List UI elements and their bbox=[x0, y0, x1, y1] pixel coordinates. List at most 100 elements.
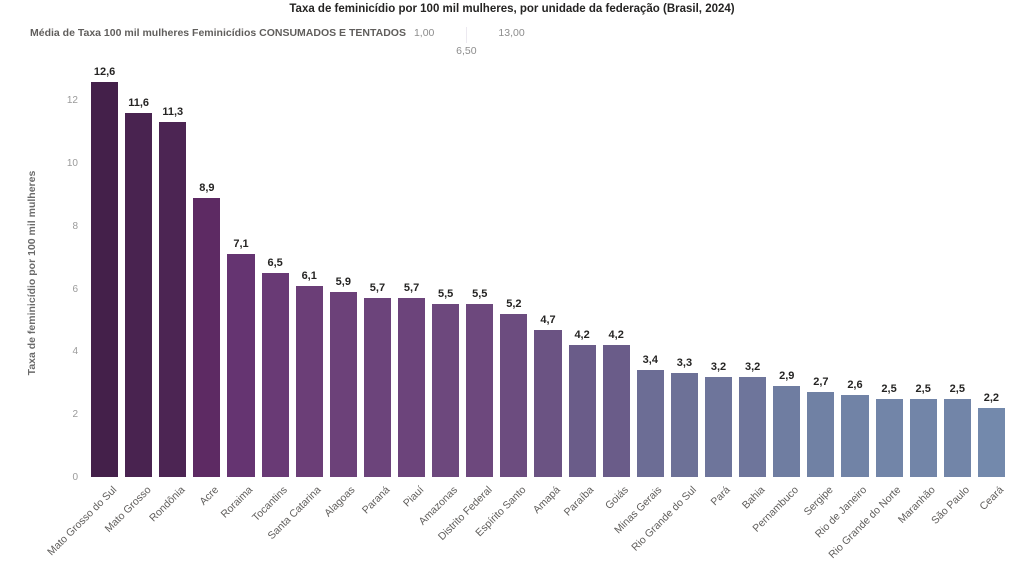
bar[interactable] bbox=[875, 398, 903, 477]
y-axis-tick: 10 bbox=[66, 158, 78, 170]
bar-value-label: 8,9 bbox=[199, 181, 215, 194]
bar-value-label: 6,5 bbox=[267, 257, 283, 269]
bar[interactable] bbox=[432, 304, 460, 477]
bar-slot: 11,3 Rondônia bbox=[147, 69, 187, 524]
legend-title: Média de Taxa 100 mil mulheres Feminicíd… bbox=[30, 27, 406, 39]
bar-slot: 4,7 Amapá bbox=[530, 69, 562, 517]
bar[interactable] bbox=[704, 376, 733, 477]
bar-slot: 5,2 Espírito Santo bbox=[473, 69, 528, 539]
bar-value-label: 3,3 bbox=[676, 357, 693, 370]
y-axis-tick: 12 bbox=[66, 95, 78, 107]
bar[interactable] bbox=[534, 329, 562, 477]
bar-value-label: 2,7 bbox=[813, 376, 829, 389]
bar-slot: 2,7 Sergipe bbox=[801, 69, 835, 518]
x-axis-label: Pará bbox=[708, 484, 734, 509]
x-axis-label: Ceará bbox=[977, 484, 1006, 513]
bar-slot: 3,4 Minas Gerais bbox=[613, 69, 665, 536]
bar[interactable] bbox=[977, 407, 1005, 477]
bar-value-label: 3,2 bbox=[744, 360, 761, 373]
bar-slot: 5,7 Paraná bbox=[359, 69, 391, 516]
bar[interactable] bbox=[91, 81, 119, 477]
bar[interactable] bbox=[397, 298, 426, 477]
bar-value-label: 2,5 bbox=[881, 382, 897, 395]
x-axis-label: Alagoas bbox=[322, 484, 358, 520]
bar[interactable] bbox=[500, 313, 528, 477]
bar[interactable] bbox=[363, 298, 391, 477]
bar-slot: 5,5 Distrito Federal bbox=[435, 69, 494, 542]
bar[interactable] bbox=[261, 273, 289, 477]
y-axis-title: Taxa de feminicídio por 100 mil mulheres bbox=[26, 170, 38, 376]
bar-slot: 8,9 Acre bbox=[193, 69, 221, 508]
bar-value-label: 11,6 bbox=[128, 96, 150, 109]
bar[interactable] bbox=[329, 291, 357, 477]
bar-value-label: 5,7 bbox=[369, 282, 386, 295]
bar-slot: 2,2 Ceará bbox=[977, 69, 1006, 513]
legend-max-value: 13,00 bbox=[498, 27, 525, 39]
bar-slot: 5,9 Alagoas bbox=[322, 69, 357, 519]
x-axis-label: Goiás bbox=[602, 484, 631, 512]
bar[interactable] bbox=[943, 398, 971, 477]
x-axis-label: Amapá bbox=[530, 484, 563, 517]
x-axis-label: Rondônia bbox=[146, 484, 188, 525]
bar-value-label: 12,6 bbox=[93, 65, 116, 78]
y-axis-tick: 4 bbox=[72, 346, 78, 358]
bar-slot: 2,5 Rio Grande do Norte bbox=[827, 69, 904, 561]
bar-value-label: 11,3 bbox=[162, 106, 184, 119]
bar-value-label: 5,2 bbox=[506, 297, 522, 310]
y-axis-tick: 8 bbox=[72, 220, 78, 232]
bar-slot: 3,2 Bahia bbox=[739, 69, 767, 511]
bar-slot: 6,1 Santa Catarina bbox=[266, 69, 324, 542]
bar-value-label: 4,2 bbox=[608, 329, 624, 342]
bar[interactable] bbox=[636, 370, 664, 477]
bar-slot: 3,3 Rio Grande do Sul bbox=[629, 69, 699, 553]
bar-value-label: 2,5 bbox=[915, 382, 931, 395]
color-scale-legend: Média de Taxa 100 mil mulheres Feminicíd… bbox=[30, 26, 525, 57]
bar-slot: 3,2 Pará bbox=[704, 69, 733, 508]
bar[interactable] bbox=[125, 112, 153, 477]
bar[interactable] bbox=[295, 285, 323, 477]
bar-value-label: 5,5 bbox=[438, 288, 454, 301]
bar-value-label: 4,2 bbox=[574, 329, 590, 342]
bar[interactable] bbox=[670, 373, 698, 477]
bar-slot: 4,2 Paraíba bbox=[562, 69, 596, 518]
bar[interactable] bbox=[193, 197, 221, 477]
bar-slot: 12,6 Mato Grosso do Sul bbox=[45, 66, 119, 559]
bar[interactable] bbox=[602, 345, 630, 477]
bar[interactable] bbox=[909, 398, 937, 477]
legend-min-value: 1,00 bbox=[413, 27, 435, 39]
legend-mid-value: 6,50 bbox=[456, 45, 477, 57]
x-axis-label: Bahia bbox=[739, 484, 768, 512]
bar-value-label: 2,5 bbox=[949, 382, 965, 395]
x-axis-label: Acre bbox=[197, 484, 222, 508]
bar[interactable] bbox=[159, 122, 187, 477]
y-axis-tick: 6 bbox=[72, 283, 78, 295]
bar[interactable] bbox=[773, 386, 801, 477]
bar[interactable] bbox=[841, 395, 869, 477]
bar-slot: 2,9 Pernambuco bbox=[751, 69, 802, 535]
bars-container: 12,6 Mato Grosso do Sul 11,6 Mato Grosso 11,… bbox=[45, 66, 1008, 561]
bar-slot: 5,7 Piauí bbox=[397, 69, 426, 509]
gradient-midpoint-tick bbox=[466, 27, 468, 43]
bar[interactable] bbox=[227, 254, 255, 477]
bar-value-label: 2,2 bbox=[983, 391, 1000, 404]
bar-value-label: 5,5 bbox=[472, 288, 488, 301]
bar-slot: 2,6 Rio de Janeiro bbox=[813, 69, 869, 540]
bar[interactable] bbox=[807, 392, 835, 477]
x-axis-label: Paraíba bbox=[562, 484, 597, 519]
bar-value-label: 5,7 bbox=[403, 282, 420, 295]
bar[interactable] bbox=[739, 376, 767, 477]
bar-slot: 2,5 São Paulo bbox=[929, 69, 972, 527]
x-axis-label: Paraná bbox=[359, 484, 392, 517]
bar-value-label: 2,9 bbox=[779, 370, 795, 382]
bar-value-label: 6,1 bbox=[301, 269, 317, 282]
bar-slot: 7,1 Roraima bbox=[219, 69, 256, 520]
bar[interactable] bbox=[568, 345, 596, 477]
bar-value-label: 3,2 bbox=[710, 360, 727, 373]
bar-slot: 5,5 Amazonas bbox=[417, 69, 461, 527]
bar-value-label: 7,1 bbox=[233, 238, 249, 251]
bar-slot: 2,5 Maranhão bbox=[896, 69, 938, 526]
y-axis-tick: 0 bbox=[72, 472, 78, 483]
bar-value-label: 4,7 bbox=[540, 313, 556, 326]
x-axis-label: Rio Grande do Sul bbox=[629, 484, 699, 554]
bar[interactable] bbox=[466, 304, 494, 477]
